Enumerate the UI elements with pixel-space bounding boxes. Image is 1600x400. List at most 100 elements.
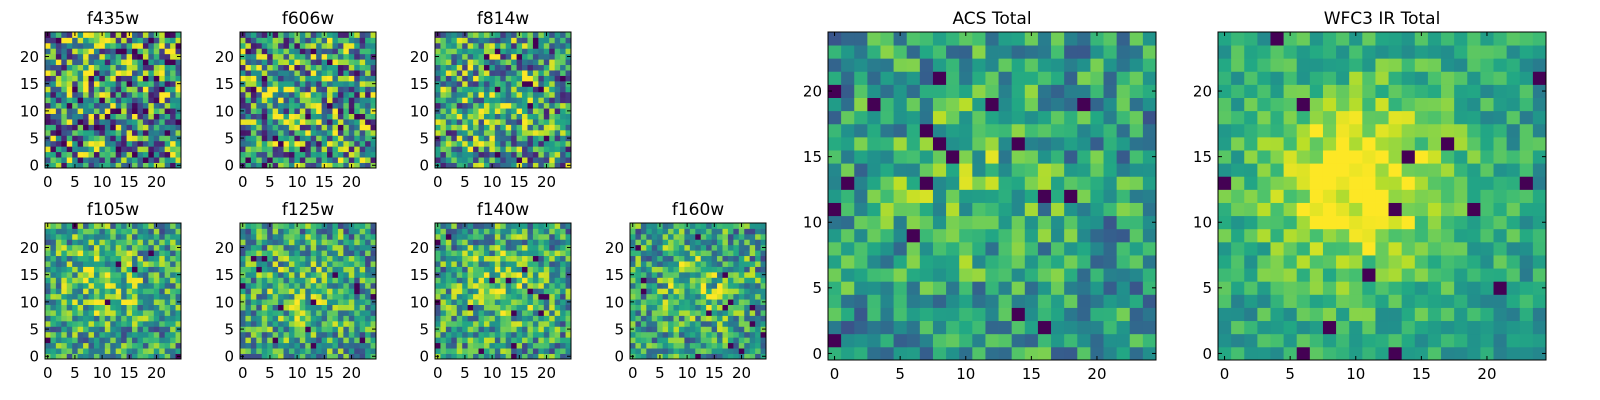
heatmap-cell [153,331,160,338]
heatmap-cell [522,293,528,300]
heatmap-cell [494,119,501,125]
heatmap-cell [516,304,523,311]
heatmap-cell [516,320,523,327]
heatmap-cell [299,113,306,120]
heatmap-cell [132,293,138,300]
heatmap-cell [110,310,117,316]
heatmap-cell [700,293,707,300]
heatmap-cell [354,266,361,273]
heatmap-cells [435,32,572,169]
heatmap-cell [99,326,106,333]
heatmap-cell [45,86,51,93]
heatmap-cell [272,48,279,55]
heatmap-cell [565,277,572,284]
heatmap-cell [142,299,149,305]
heatmap-cell [880,163,894,177]
heatmap-cell [272,315,279,322]
heatmap-cell [310,64,317,71]
heatmap-cell [684,277,691,284]
heatmap-cell [440,326,447,333]
heatmap-cell [99,277,106,284]
heatmap-cell [478,97,485,104]
heatmap-cell [50,91,57,98]
heatmap-cell [932,241,947,256]
heatmap-cell [142,59,149,66]
heatmap-cell [467,337,474,344]
heatmap-cell [310,59,317,66]
heatmap-cell [462,277,469,284]
heatmap-cell [500,233,507,240]
heatmap-cell [278,146,284,153]
heatmap-cell [337,223,344,229]
heatmap-cell [700,271,707,278]
heatmap-cell [828,333,842,348]
heatmap-cell [689,250,696,257]
heatmap-cell [483,337,490,344]
heatmap-cell [919,228,934,243]
heatmap-cell [755,304,761,311]
heatmap-cell [126,64,133,71]
heatmap-cell [689,320,696,327]
heatmap-cell [565,129,572,136]
heatmap-cell [104,261,111,267]
heatmap-cell [365,233,371,240]
heatmap-cell [148,348,155,354]
heatmap-cell [854,294,868,308]
heatmap-cell [337,108,344,114]
heatmap-cell [673,239,680,246]
heatmap-cell [55,91,62,98]
heatmap-cell [110,64,117,71]
heatmap-cell [332,108,339,114]
heatmap-cell [516,331,523,338]
heatmap-cell [99,64,106,71]
heatmap-cell [343,80,350,87]
heatmap-cell [630,348,636,354]
heatmap-cell [706,288,712,295]
heatmap-cell [483,239,490,246]
heatmap-cell [985,281,999,295]
heatmap-cell [828,150,842,164]
heatmap-cell [1129,333,1144,348]
heatmap-cell [99,48,106,55]
heatmap-cell [527,239,534,246]
heatmap-cell [283,288,290,295]
heatmap-cell [560,162,566,169]
heatmap-cell [1064,346,1078,361]
heatmap-cell [66,277,73,284]
heatmap-cell [175,315,182,322]
heatmap-cell [55,255,62,262]
heatmap-cell [554,326,561,333]
heatmap-cell [261,244,268,251]
heatmap-cell [83,37,89,44]
heatmap-cell [55,331,62,338]
heatmap-cell [505,70,512,76]
heatmap-cell [278,37,284,44]
heatmap-cell [505,129,512,136]
heatmap-cell [256,75,263,82]
heatmap-cell [61,86,68,93]
heatmap-cell [250,86,257,93]
heatmap-cell [906,241,921,256]
heatmap-cell [867,189,881,203]
heatmap-cell [906,307,921,322]
heatmap-cell [483,140,490,147]
heatmap-cell [689,288,696,295]
heatmap-cell [478,140,485,147]
heatmap-cell [132,42,138,49]
heatmap-cell [321,277,328,284]
heatmap-cell [828,228,842,243]
heatmap-cell [99,239,106,246]
heatmap-cell [272,80,279,87]
heatmap-cell [332,342,339,349]
heatmap-cell [451,53,458,60]
heatmap-cell [159,91,166,98]
heatmap-cell [148,277,155,284]
heatmap-cell [483,348,490,354]
heatmap-cells [240,223,377,360]
heatmap-cell [435,288,441,295]
heatmap-cell [159,97,166,104]
heatmap-cell [137,86,144,93]
heatmap-cell [841,202,855,217]
heatmap-cell [511,129,517,136]
heatmap-cell [532,53,539,60]
